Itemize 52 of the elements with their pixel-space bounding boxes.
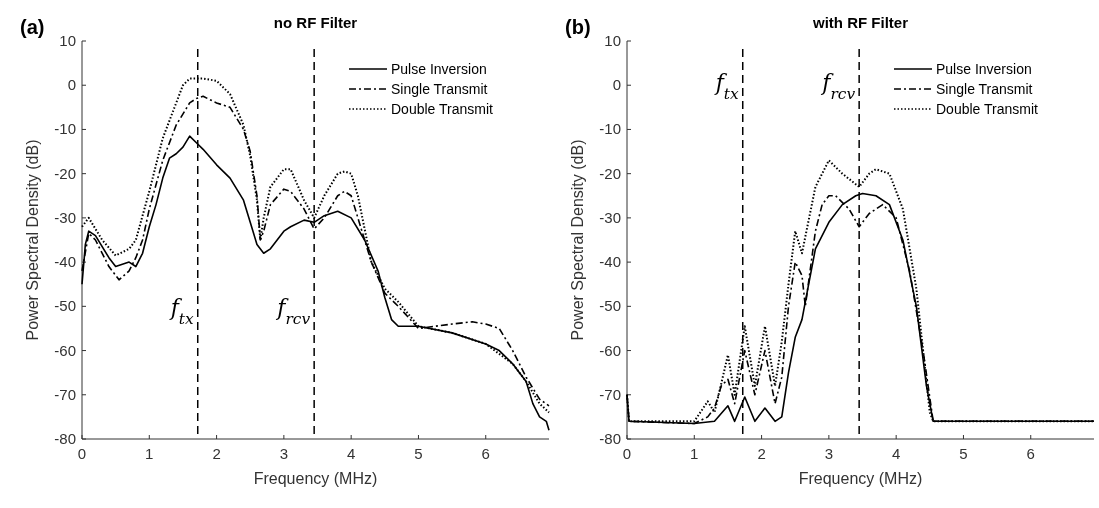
x-tick-label: 5 (414, 445, 423, 462)
y-tick-label: -40 (599, 253, 621, 271)
ref-line-label: f$_{rcv}$ (820, 69, 856, 103)
y-tick-label: 0 (67, 76, 76, 94)
y-tick-label: -50 (599, 297, 621, 315)
y-tick-label: 10 (604, 32, 621, 49)
x-tick-label: 3 (279, 445, 289, 462)
x-axis-title: Frequency (MHz) (253, 470, 378, 487)
x-tick-label: 0 (77, 445, 87, 462)
legend-label: Single Transmit (936, 81, 1033, 97)
text: (a) (20, 16, 45, 38)
legend-label: Pulse Inversion (391, 61, 487, 77)
y-tick-label: -70 (599, 385, 621, 403)
x-tick-label: 6 (481, 445, 490, 462)
chart-title: with RF Filter (812, 14, 909, 31)
y-tick-label: -40 (54, 253, 76, 271)
y-tick-label: -30 (54, 208, 76, 226)
y-tick-label: 10 (59, 32, 76, 49)
legend-label: Double Transmit (936, 101, 1039, 117)
x-tick-label: 2 (212, 445, 221, 462)
text: (b) (565, 16, 591, 38)
y-tick-label: -20 (54, 164, 76, 182)
y-tick-label: -50 (54, 297, 76, 315)
x-tick-label: 6 (1026, 445, 1035, 462)
x-tick-label: 2 (757, 445, 766, 462)
y-tick-label: -20 (599, 164, 621, 182)
x-tick-label: 1 (690, 445, 699, 462)
y-tick-label: -30 (599, 208, 621, 226)
y-tick-label: -60 (54, 341, 76, 359)
x-axis-title: Frequency (MHz) (798, 470, 923, 487)
legend-label: Single Transmit (391, 81, 488, 97)
ref-line-label: f$_{tx}$ (713, 69, 740, 103)
x-tick-label: 4 (891, 445, 901, 462)
y-tick-label: -80 (599, 430, 621, 447)
x-tick-label: 3 (824, 445, 834, 462)
y-tick-label: -10 (599, 120, 621, 138)
legend-label: Pulse Inversion (936, 61, 1032, 77)
y-axis-title: Power Spectral Density (dB) (569, 139, 586, 341)
x-tick-label: 0 (622, 445, 632, 462)
y-tick-label: -70 (54, 385, 76, 403)
legend-label: Double Transmit (391, 101, 494, 117)
x-tick-label: 5 (959, 445, 968, 462)
y-tick-label: -10 (54, 120, 76, 138)
x-tick-label: 1 (145, 445, 154, 462)
x-tick-label: 4 (346, 445, 356, 462)
y-tick-label: -60 (599, 341, 621, 359)
y-tick-label: -80 (54, 430, 76, 447)
y-axis-title: Power Spectral Density (dB) (24, 139, 41, 341)
ref-line-label: f$_{tx}$ (168, 295, 195, 329)
ref-line-label: f$_{rcv}$ (275, 295, 311, 329)
y-tick-label: 0 (612, 76, 621, 94)
chart-title: no RF Filter (273, 14, 358, 31)
